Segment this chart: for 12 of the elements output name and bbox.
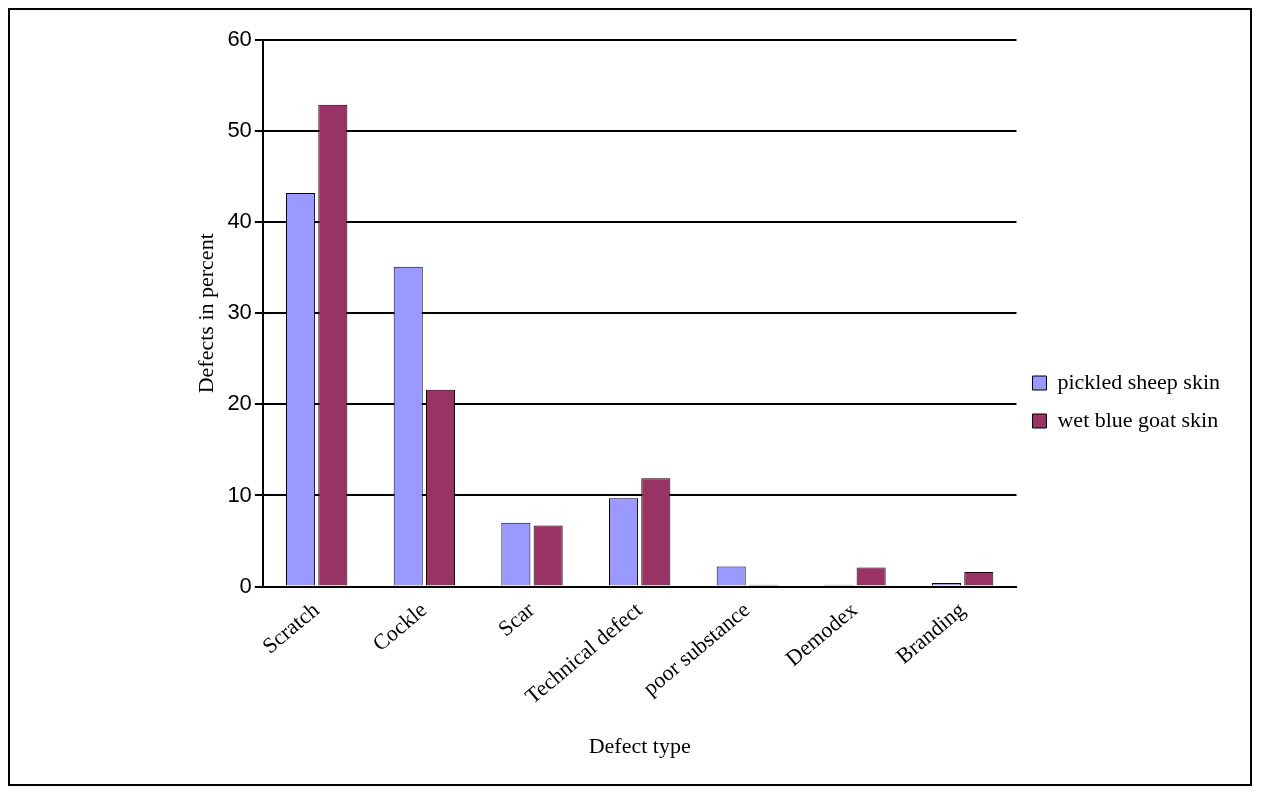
y-tick-label: 10	[227, 481, 252, 507]
y-axis-title: Defects in percent	[192, 233, 218, 394]
y-tick-label: 60	[227, 26, 252, 52]
legend-label: wet blue goat skin	[1057, 406, 1219, 432]
y-tick-label: 0	[239, 572, 252, 598]
legend-label: pickled sheep skin	[1057, 368, 1221, 394]
y-tick-label: 50	[227, 117, 252, 143]
y-tick-label: 30	[227, 299, 252, 325]
x-tick-label: Scar	[492, 596, 540, 642]
y-tick-label: 40	[227, 208, 252, 234]
x-axis-title: Defect type	[588, 732, 691, 758]
y-tick-label: 20	[227, 390, 252, 416]
